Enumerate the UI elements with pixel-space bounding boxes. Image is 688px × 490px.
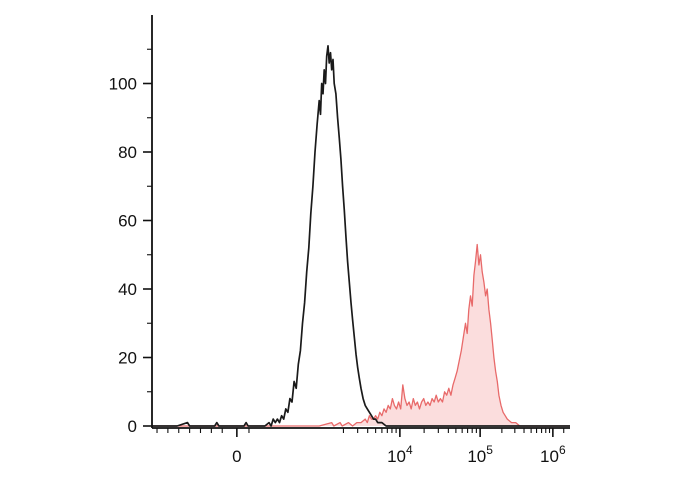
- y-tick-label: 40: [118, 280, 137, 299]
- stained-sample-trace: [152, 243, 570, 427]
- y-tick-label: 80: [118, 143, 137, 162]
- y-tick-label: 20: [118, 349, 137, 368]
- axes-group: 0 20 40 60 80 100 0 104 105 106: [109, 15, 570, 466]
- unstained-control-trace: [152, 44, 570, 427]
- stained-sample-fill: [152, 244, 570, 426]
- x-tick-label: 0: [232, 447, 241, 466]
- x-tick-label: 105: [467, 443, 493, 466]
- x-tick-label: 106: [540, 443, 566, 466]
- y-tick-label: 0: [128, 417, 137, 436]
- y-tick-label: 100: [109, 75, 137, 94]
- x-tick-label: 104: [387, 443, 413, 466]
- y-tick-label: 60: [118, 212, 137, 231]
- series-group: [152, 44, 570, 427]
